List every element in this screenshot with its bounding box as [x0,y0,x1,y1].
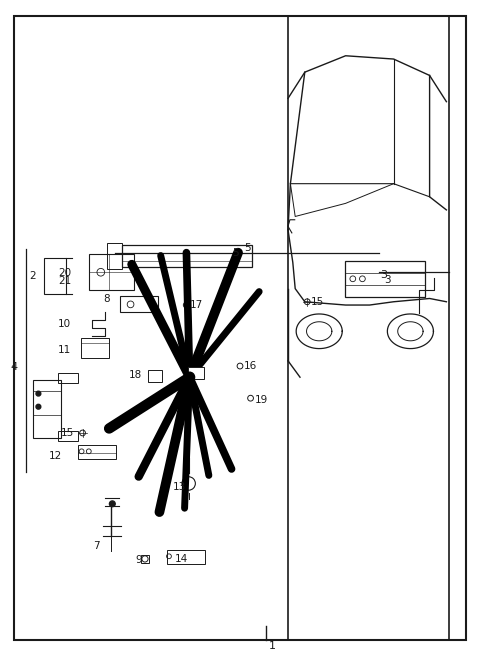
Text: 7: 7 [93,541,99,551]
Text: 4: 4 [11,362,18,373]
Bar [346,261,425,297]
Text: 12: 12 [49,451,62,461]
Text: 15: 15 [311,297,324,306]
Text: 16: 16 [244,361,257,371]
Circle shape [36,391,41,396]
Bar [44,258,66,293]
Circle shape [109,501,115,506]
Text: 5: 5 [232,248,239,258]
Bar [141,555,149,563]
Bar [122,245,252,267]
Bar [82,338,109,358]
Text: 18: 18 [128,370,142,380]
Text: 9: 9 [135,556,142,565]
Bar [120,297,158,312]
Text: 15: 15 [61,428,74,438]
Text: 17: 17 [190,300,203,310]
Text: 3: 3 [384,276,391,285]
Text: 2: 2 [29,270,36,281]
Text: 21: 21 [58,276,71,285]
Bar [167,550,205,564]
Bar [59,432,78,441]
Text: 19: 19 [254,395,268,405]
Text: 10: 10 [58,319,71,329]
Text: 11: 11 [58,345,71,356]
Text: 14: 14 [175,554,189,564]
Bar [148,370,162,382]
Text: 5: 5 [244,243,251,253]
Circle shape [36,404,41,409]
Bar [78,445,116,459]
Text: 8: 8 [103,294,109,304]
Bar [108,243,122,269]
Text: 20: 20 [58,268,71,277]
Text: 1: 1 [269,641,276,651]
Text: 3: 3 [380,270,387,280]
Text: 13: 13 [173,482,186,492]
Bar [34,380,61,438]
Circle shape [185,372,194,382]
Bar [59,373,78,384]
Bar [89,255,133,290]
Bar [188,367,204,379]
